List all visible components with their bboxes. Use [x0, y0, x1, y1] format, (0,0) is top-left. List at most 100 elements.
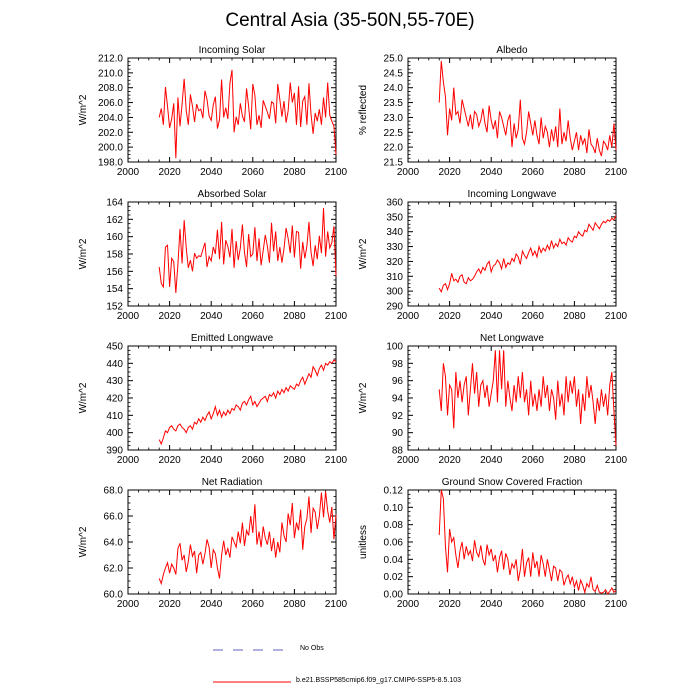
x-tick-label: 2060	[242, 167, 265, 178]
y-tick-label: 300	[386, 287, 403, 298]
x-tick-label: 2100	[605, 311, 628, 322]
x-tick-label: 2020	[438, 455, 461, 466]
y-tick-label: 23.5	[384, 98, 404, 109]
y-tick-label: 320	[386, 257, 403, 268]
y-tick-label: 164	[106, 198, 123, 209]
y-tick-label: 350	[386, 212, 403, 223]
y-tick-label: 25.0	[384, 54, 404, 65]
y-tick-label: 440	[106, 359, 123, 370]
x-tick-label: 2000	[397, 599, 420, 610]
chart-title: Absorbed Solar	[198, 189, 268, 200]
y-tick-label: 0.00	[384, 590, 404, 601]
y-tick-label: 0.06	[384, 538, 404, 549]
x-tick-label: 2040	[200, 311, 223, 322]
x-tick-label: 2080	[283, 599, 306, 610]
y-tick-label: 210.0	[98, 68, 123, 79]
y-tick-label: 162	[106, 215, 123, 226]
series-line	[438, 215, 617, 294]
y-tick-label: 94	[392, 394, 404, 405]
y-tick-label: 24.5	[384, 68, 404, 79]
x-tick-label: 2060	[522, 167, 545, 178]
x-tick-label: 2000	[117, 167, 140, 178]
series-line	[158, 491, 337, 586]
y-tick-label: 60.0	[104, 590, 124, 601]
y-tick-label: 410	[106, 411, 123, 422]
x-tick-label: 2060	[242, 455, 265, 466]
chart-title: Emitted Longwave	[191, 333, 274, 344]
y-tick-label: 96	[392, 376, 404, 387]
x-tick-label: 2100	[605, 455, 628, 466]
x-tick-label: 2040	[480, 599, 503, 610]
chart-panel: Net Longwave W/m^2 2000 2020 2040 2060 2080 210…	[358, 333, 628, 466]
series-line	[438, 489, 617, 595]
x-tick-label: 2020	[158, 311, 181, 322]
y-tick-label: 212.0	[98, 54, 123, 65]
y-tick-label: 158	[106, 250, 123, 261]
page-title: Central Asia (35-50N,55-70E)	[225, 10, 475, 31]
y-tick-label: 154	[106, 284, 123, 295]
y-tick-label: 206.0	[98, 98, 123, 109]
plot-frame	[407, 201, 617, 307]
y-tick-label: 0.10	[384, 503, 404, 514]
x-tick-label: 2080	[563, 455, 586, 466]
x-tick-label: 2000	[397, 311, 420, 322]
y-tick-label: 420	[106, 394, 123, 405]
y-tick-label: 22.0	[384, 143, 404, 154]
y-tick-label: 23.0	[384, 113, 404, 124]
chart-panel: Emitted Longwave W/m^2 2000 2020 2040 2060 208…	[78, 333, 348, 466]
chart-title: Net Longwave	[480, 333, 544, 344]
y-tick-label: 360	[386, 198, 403, 209]
y-tick-label: 62.0	[104, 564, 124, 575]
series-line	[158, 69, 337, 159]
x-tick-label: 2020	[438, 599, 461, 610]
chart-title: Net Radiation	[202, 477, 263, 488]
x-tick-label: 2100	[605, 599, 628, 610]
y-tick-label: 100	[386, 342, 403, 353]
chart-title: Ground Snow Covered Fraction	[442, 477, 583, 488]
chart-panel: Net Radiation W/m^2 2000 2020 2040 2060 2080 21…	[78, 477, 348, 610]
y-tick-label: 202.0	[98, 128, 123, 139]
y-tick-label: 0.04	[384, 555, 404, 566]
y-tick-label: 430	[106, 376, 123, 387]
chart-panel: Incoming Solar W/m^2 2000 2020 2040 2060 2080 2…	[78, 45, 348, 178]
y-axis-label: unitless	[358, 525, 369, 559]
y-tick-label: 152	[106, 302, 123, 313]
x-tick-label: 2000	[397, 167, 420, 178]
x-tick-label: 2060	[242, 311, 265, 322]
y-tick-label: 198.0	[98, 158, 123, 169]
y-tick-label: 88	[392, 446, 404, 457]
series-line	[158, 359, 337, 446]
y-tick-label: 330	[386, 242, 403, 253]
x-tick-label: 2100	[325, 311, 348, 322]
x-tick-label: 2000	[117, 311, 140, 322]
y-axis-label: W/m^2	[358, 238, 369, 269]
x-tick-label: 2040	[200, 167, 223, 178]
x-tick-label: 2020	[158, 167, 181, 178]
y-tick-label: 450	[106, 342, 123, 353]
y-tick-label: 290	[386, 302, 403, 313]
x-tick-label: 2000	[397, 455, 420, 466]
y-tick-label: 204.0	[98, 113, 123, 124]
x-tick-label: 2000	[117, 455, 140, 466]
x-tick-label: 2060	[522, 455, 545, 466]
plot-frame	[407, 345, 617, 451]
chart-panel: Incoming Longwave W/m^2 2000 2020 2040 2060 20…	[358, 189, 628, 322]
x-tick-label: 2040	[200, 599, 223, 610]
y-tick-label: 0.08	[384, 520, 404, 531]
y-tick-label: 92	[392, 411, 404, 422]
y-tick-label: 0.12	[384, 486, 404, 497]
x-tick-label: 2080	[283, 311, 306, 322]
x-tick-label: 2060	[242, 599, 265, 610]
y-tick-label: 340	[386, 227, 403, 238]
y-axis-label: W/m^2	[358, 382, 369, 413]
x-tick-label: 2080	[283, 455, 306, 466]
chart-panel: Absorbed Solar W/m^2 2000 2020 2040 2060 2080 2…	[78, 189, 348, 322]
y-tick-label: 98	[392, 359, 404, 370]
y-tick-label: 390	[106, 446, 123, 457]
x-tick-label: 2020	[158, 455, 181, 466]
y-tick-label: 68.0	[104, 486, 124, 497]
plot-frame	[127, 201, 337, 307]
y-tick-label: 310	[386, 272, 403, 283]
y-axis-label: W/m^2	[78, 526, 89, 557]
